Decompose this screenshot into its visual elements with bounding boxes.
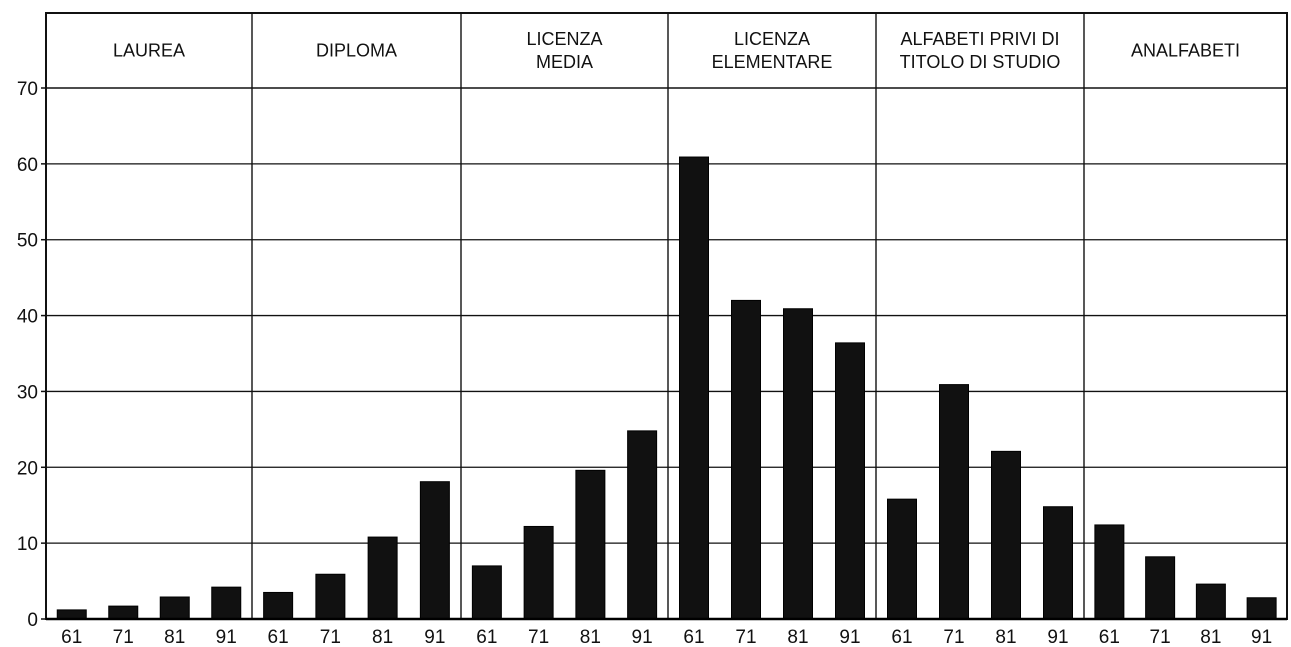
bar — [367, 536, 398, 620]
bar — [835, 342, 865, 620]
x-tick-label: 91 — [216, 627, 237, 647]
y-tick-label: 40 — [17, 307, 38, 328]
x-tick-label: 61 — [891, 627, 912, 647]
bar — [315, 573, 346, 620]
y-tick-label: 20 — [17, 458, 38, 479]
group-label: DIPLOMA — [316, 41, 397, 61]
x-tick-label: 81 — [372, 627, 393, 647]
group-label: ELEMENTARE — [712, 52, 833, 72]
group-label: LICENZA — [526, 29, 602, 49]
x-tick-label: 81 — [164, 627, 185, 647]
x-tick-label: 71 — [943, 627, 964, 647]
bar — [108, 605, 139, 620]
x-tick-label: 61 — [683, 627, 704, 647]
x-tick-label: 81 — [1200, 627, 1221, 647]
group-label: LICENZA — [734, 29, 810, 49]
y-tick-label: 30 — [17, 382, 38, 403]
y-tick-label: 10 — [17, 534, 38, 555]
x-tick-label: 91 — [839, 627, 860, 647]
x-tick-label: 71 — [1150, 627, 1171, 647]
x-tick-label: 61 — [1099, 627, 1120, 647]
x-tick-label: 61 — [268, 627, 289, 647]
bar — [1094, 524, 1125, 620]
bar — [159, 596, 190, 620]
y-tick-label: 0 — [27, 610, 38, 631]
grid-lines — [46, 163, 1287, 544]
bar — [263, 591, 294, 620]
bar — [991, 450, 1021, 620]
bar — [731, 299, 761, 620]
x-axis-tick-labels: 61 71 81 91 61 71 81 91 61 71 81 91 61 71 81 91 61 71 81 91… — [61, 627, 1272, 647]
group-label: TITOLO DI STUDIO — [900, 52, 1061, 72]
bar — [523, 525, 554, 620]
group-label: LAUREA — [113, 41, 185, 61]
x-tick-label: 81 — [995, 627, 1016, 647]
group-label: ALFABETI PRIVI DI — [900, 29, 1059, 49]
x-tick-label: 61 — [61, 627, 82, 647]
x-tick-label: 91 — [1251, 627, 1272, 647]
bar — [211, 586, 242, 620]
group-header-labels: LAUREA DIPLOMA LICENZA MEDIA LICENZA ELEMENTA… — [113, 29, 1240, 72]
bars — [56, 156, 1277, 620]
bar — [575, 469, 606, 620]
bar — [679, 156, 709, 620]
bar — [1195, 583, 1226, 620]
bar — [1246, 597, 1277, 620]
bar — [471, 565, 502, 620]
x-tick-label: 71 — [320, 627, 341, 647]
x-tick-label: 71 — [528, 627, 549, 647]
bar — [627, 430, 658, 620]
bar — [419, 481, 450, 620]
bar — [887, 498, 917, 620]
bar — [1145, 556, 1176, 620]
x-tick-label: 91 — [424, 627, 445, 647]
x-tick-label: 81 — [787, 627, 808, 647]
x-tick-label: 61 — [476, 627, 497, 647]
x-tick-label: 81 — [580, 627, 601, 647]
x-tick-label: 71 — [113, 627, 134, 647]
y-tick-label: 70 — [17, 79, 38, 100]
bar — [56, 609, 87, 620]
x-tick-label: 91 — [632, 627, 653, 647]
group-label: ANALFABETI — [1131, 41, 1240, 61]
y-tick-label: 50 — [17, 231, 38, 252]
bar — [1043, 506, 1073, 620]
bar — [939, 384, 969, 620]
plot-frame — [41, 12, 1288, 621]
x-tick-label: 71 — [735, 627, 756, 647]
y-tick-label: 60 — [17, 155, 38, 176]
bar — [783, 308, 813, 620]
group-label: MEDIA — [536, 52, 593, 72]
y-axis-tick-labels: 0 10 20 30 40 50 60 70 — [17, 79, 38, 631]
x-tick-label: 91 — [1047, 627, 1068, 647]
